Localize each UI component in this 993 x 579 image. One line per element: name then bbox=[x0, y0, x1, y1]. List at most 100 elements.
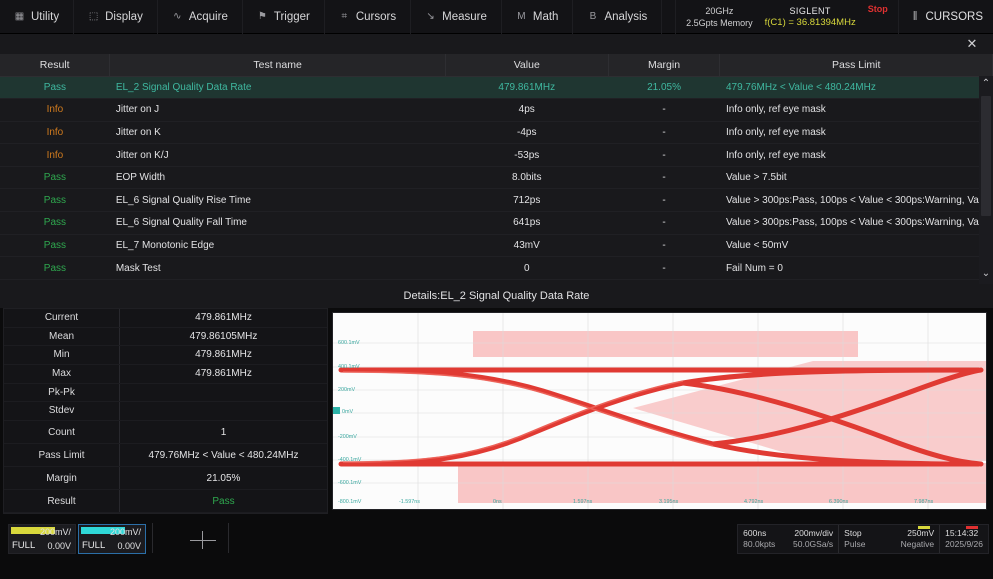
cell-value: 8.0bits bbox=[445, 166, 609, 190]
grid-icon: ▦ bbox=[14, 10, 25, 22]
menu-label-utility: Utility bbox=[31, 10, 60, 23]
menu-item-analysis[interactable]: B Analysis bbox=[573, 0, 663, 34]
memory-label: 2.5Gpts Memory bbox=[686, 17, 753, 28]
cell-margin: - bbox=[608, 211, 720, 235]
stat-label: Mean bbox=[4, 327, 120, 346]
status-badge: Info bbox=[46, 126, 64, 138]
cell-margin: - bbox=[608, 121, 720, 145]
column-header-margin[interactable]: Margin bbox=[608, 54, 721, 77]
cell-margin: - bbox=[608, 143, 720, 167]
stat-value: 479.861MHz bbox=[195, 349, 252, 361]
run-state-badge: Stop bbox=[867, 3, 888, 14]
table-row[interactable]: Pass EL_6 Signal Quality Fall Time 641ps… bbox=[0, 211, 993, 235]
cell-test-name: EOP Width bbox=[109, 166, 446, 190]
stat-row-margin: Margin 21.05% bbox=[4, 467, 327, 491]
cell-pass-limit: Info only, ref eye mask bbox=[719, 98, 993, 122]
cell-test-name: EL_6 Signal Quality Fall Time bbox=[109, 211, 446, 235]
channel-badge-c2[interactable]: 200mV/ FULL 0.00V bbox=[78, 524, 146, 554]
stat-label: Max bbox=[4, 365, 120, 383]
chevron-up-icon[interactable]: ⌃ bbox=[981, 78, 991, 89]
cell-result: Info bbox=[0, 121, 110, 145]
column-header-pass-limit[interactable]: Pass Limit bbox=[719, 54, 993, 77]
cell-test-name: EL_7 Monotonic Edge bbox=[109, 234, 446, 258]
table-row[interactable]: Pass EOP Width 8.0bits - Value > 7.5bit bbox=[0, 166, 993, 190]
results-scrollbar[interactable]: ⌃ ⌄ bbox=[979, 76, 993, 284]
test-results-table: Result Test name Value Margin Pass Limit… bbox=[0, 54, 993, 280]
table-row[interactable]: Pass EL_6 Signal Quality Rise Time 712ps… bbox=[0, 188, 993, 213]
column-header-result[interactable]: Result bbox=[0, 54, 111, 77]
stat-row-result: Result Pass bbox=[4, 490, 327, 514]
menu-label-cursors: Cursors bbox=[355, 10, 397, 23]
cell-test-name: Mask Test bbox=[109, 256, 446, 280]
stat-row-min: Min 479.861MHz bbox=[4, 346, 327, 366]
table-row[interactable]: Pass Mask Test 0 - Fail Num = 0 bbox=[0, 256, 993, 280]
cell-test-name: Jitter on K bbox=[109, 121, 446, 145]
cell-margin: - bbox=[608, 98, 720, 122]
cell-pass-limit: Value < 50mV bbox=[719, 234, 993, 258]
table-row[interactable]: Info Jitter on J 4ps - Info only, ref ey… bbox=[0, 98, 993, 122]
instrument-status-group: 20GHz 2.5Gpts Memory SIGLENT f(C1) = 36.… bbox=[676, 0, 898, 34]
status-badge: Pass bbox=[43, 217, 67, 229]
menu-item-measure[interactable]: ↘ Measure bbox=[411, 0, 502, 34]
stat-row-pass-limit: Pass Limit 479.76MHz < Value < 480.24MHz bbox=[4, 444, 327, 468]
status-badge: Pass bbox=[43, 172, 67, 184]
cursor-marker[interactable] bbox=[333, 407, 340, 414]
divider bbox=[152, 523, 153, 553]
cell-margin: - bbox=[608, 256, 720, 280]
menu-label-analysis: Analysis bbox=[604, 10, 648, 23]
table-row[interactable]: Pass EL_7 Monotonic Edge 43mV - Value < … bbox=[0, 234, 993, 258]
alert-marker-icon bbox=[966, 526, 978, 529]
eye-diagram-svg bbox=[333, 313, 986, 509]
cell-margin: 21.05% bbox=[608, 76, 720, 100]
menu-item-cursors[interactable]: ⌗ Cursors bbox=[325, 0, 412, 34]
stat-row-current: Current 479.861MHz bbox=[4, 309, 327, 328]
menu-item-utility[interactable]: ▦ Utility bbox=[0, 0, 75, 34]
cell-test-name: Jitter on K/J bbox=[109, 143, 446, 167]
channel-vdiv-c2: 200mV/ bbox=[109, 527, 141, 537]
cell-value: 712ps bbox=[445, 188, 609, 213]
stat-value bbox=[120, 402, 327, 420]
channel-coupling-c1: FULL bbox=[12, 540, 36, 551]
cell-pass-limit: Info only, ref eye mask bbox=[719, 143, 993, 167]
table-row[interactable]: Pass EL_2 Signal Quality Data Rate 479.8… bbox=[0, 76, 993, 100]
menu-item-math[interactable]: M Math bbox=[502, 0, 574, 34]
acquisition-status-cluster: 600ns 200mv/div 80.0kpts 50.0GSa/s Stop … bbox=[737, 524, 989, 554]
table-row[interactable]: Info Jitter on K -4ps - Info only, ref e… bbox=[0, 121, 993, 145]
menu-item-trigger[interactable]: ⚑ Trigger bbox=[243, 0, 325, 34]
channel-color-indicator bbox=[11, 527, 55, 534]
menu-item-display[interactable]: ⬚ Display bbox=[74, 0, 158, 34]
cursors-toolbar-button[interactable]: ‖ CURSORS bbox=[897, 0, 993, 34]
stat-label: Margin bbox=[4, 467, 120, 490]
crosshair-icon bbox=[190, 531, 216, 549]
stat-value: 479.86105MHz bbox=[189, 330, 258, 342]
scrollbar-thumb[interactable] bbox=[981, 96, 991, 216]
eye-diagram-panel[interactable]: 600.1mV 400.1mV 200mV 0mV -200mV -400.1m… bbox=[332, 312, 987, 510]
chevron-down-icon[interactable]: ⌄ bbox=[981, 268, 991, 279]
cell-value: 43mV bbox=[445, 234, 609, 258]
stat-value: 479.76MHz < Value < 480.24MHz bbox=[148, 450, 299, 462]
trigger-group[interactable]: Stop 250mV Pulse Negative bbox=[839, 525, 941, 553]
menu-label-measure: Measure bbox=[442, 10, 487, 23]
cell-result: Pass bbox=[0, 76, 110, 100]
menu-item-acquire[interactable]: ∿ Acquire bbox=[158, 0, 243, 34]
cell-value: 641ps bbox=[445, 211, 609, 235]
clock-date: 2025/9/26 bbox=[945, 539, 983, 549]
channel-badge-c1[interactable]: 200mV/ FULL 0.00V bbox=[8, 524, 76, 554]
table-header: Result Test name Value Margin Pass Limit bbox=[0, 54, 993, 77]
stat-label: Pass Limit bbox=[4, 444, 120, 467]
menu-label-display: Display bbox=[105, 10, 143, 23]
timebase-volt-div: 200mv/div bbox=[794, 528, 834, 538]
menu-label-acquire: Acquire bbox=[188, 10, 228, 23]
bottom-status-bar: 200mV/ FULL 0.00V 200mV/ FULL 0.00V 600n… bbox=[0, 519, 993, 579]
statistics-panel: Current 479.861MHz Mean 479.86105MHz Min… bbox=[3, 308, 328, 514]
table-body: Pass EL_2 Signal Quality Data Rate 479.8… bbox=[0, 76, 993, 280]
table-row[interactable]: Info Jitter on K/J -53ps - Info only, re… bbox=[0, 143, 993, 167]
test-results-panel: ✕ Result Test name Value Margin Pass Lim… bbox=[0, 34, 993, 284]
cell-pass-limit: Value > 300ps:Pass, 100ps < Value < 300p… bbox=[719, 188, 993, 213]
column-header-value[interactable]: Value bbox=[445, 54, 609, 77]
close-icon[interactable]: ✕ bbox=[966, 36, 978, 51]
math-icon: M bbox=[517, 10, 526, 22]
column-header-test-name[interactable]: Test name bbox=[109, 54, 446, 77]
timebase-group[interactable]: 600ns 200mv/div 80.0kpts 50.0GSa/s bbox=[738, 525, 840, 553]
stat-label: Pk-Pk bbox=[4, 383, 120, 402]
